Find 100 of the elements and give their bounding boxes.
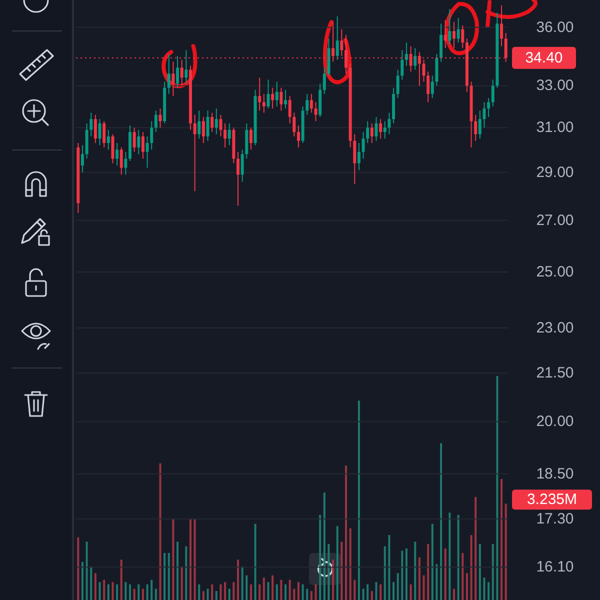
- bar: [297, 582, 300, 600]
- bar: [332, 560, 334, 600]
- bar: [237, 560, 239, 600]
- bar: [310, 591, 312, 600]
- candlestick: [184, 50, 188, 84]
- bar: [246, 575, 248, 600]
- candlestick: [210, 112, 214, 133]
- bar: [120, 560, 122, 600]
- candlestick: [414, 48, 417, 70]
- candlestick: [167, 53, 170, 94]
- bar: [194, 519, 196, 600]
- bar: [258, 584, 261, 600]
- y-tick-label: 20.00: [536, 413, 574, 430]
- bar: [220, 584, 222, 600]
- bar: [241, 566, 244, 600]
- candlestick: [435, 53, 438, 86]
- bar: [112, 582, 114, 600]
- bar: [293, 588, 296, 600]
- bar: [250, 584, 252, 600]
- candlestick: [80, 144, 84, 173]
- candlestick: [400, 50, 404, 80]
- y-tick-label: 21.50: [536, 364, 574, 382]
- candlestick: [132, 127, 136, 152]
- bar: [375, 582, 378, 600]
- ref-line-label: 34.40: [525, 49, 563, 66]
- candlestick: [482, 102, 486, 128]
- bar: [440, 443, 442, 600]
- bar: [262, 578, 265, 600]
- bar: [224, 582, 226, 600]
- candlestick: [236, 151, 240, 206]
- bar: [323, 492, 326, 600]
- bar: [354, 580, 356, 600]
- candlestick: [198, 110, 201, 140]
- bar: [410, 584, 412, 600]
- bar: [349, 528, 352, 600]
- bar: [154, 588, 157, 600]
- y-tick-label: 33.00: [536, 77, 574, 94]
- candlestick: [357, 142, 360, 171]
- bar: [133, 588, 136, 600]
- bar: [496, 376, 498, 600]
- bar: [418, 557, 420, 600]
- bar: [370, 591, 373, 600]
- candlestick: [202, 116, 205, 144]
- bar: [319, 514, 322, 600]
- candlestick: [98, 118, 102, 146]
- bar: [436, 564, 438, 600]
- candlestick: [322, 67, 326, 94]
- candlestick: [461, 25, 464, 49]
- bar: [328, 544, 330, 600]
- bar: [116, 584, 118, 600]
- bar: [457, 514, 460, 600]
- candlestick: [440, 23, 443, 62]
- candlestick: [193, 114, 196, 192]
- candlestick: [116, 142, 119, 166]
- bar: [470, 535, 472, 600]
- candlestick: [306, 93, 309, 116]
- bar: [142, 588, 144, 600]
- bar: [462, 552, 464, 600]
- bar: [405, 548, 408, 600]
- bar: [306, 588, 308, 600]
- candlestick: [452, 21, 456, 49]
- bar: [211, 584, 214, 600]
- bar: [340, 542, 343, 600]
- bar: [180, 566, 183, 600]
- bar: [401, 550, 404, 600]
- bar: [267, 582, 270, 600]
- bar: [453, 588, 455, 600]
- candlestick: [284, 89, 288, 109]
- bar: [150, 580, 153, 600]
- candlestick: [158, 108, 162, 128]
- candlestick: [362, 132, 365, 160]
- bar: [431, 524, 434, 600]
- bar: [215, 591, 218, 600]
- y-tick-label: 17.30: [536, 510, 574, 528]
- candlestick: [474, 114, 478, 142]
- bar: [380, 584, 382, 600]
- bar: [414, 542, 416, 600]
- bar: [280, 580, 282, 600]
- bar: [159, 463, 162, 600]
- candlestick: [176, 55, 180, 88]
- bar: [488, 582, 490, 600]
- candlestick: [444, 19, 447, 49]
- bar: [86, 542, 88, 600]
- candlestick: [214, 108, 218, 135]
- bar: [284, 584, 287, 600]
- candlestick: [426, 71, 430, 103]
- candlestick: [111, 134, 114, 164]
- bar: [483, 578, 486, 600]
- bar: [198, 584, 200, 600]
- candlestick: [370, 122, 374, 144]
- bar: [138, 584, 140, 600]
- bar: [478, 544, 481, 600]
- candlestick: [258, 77, 262, 112]
- bar: [314, 584, 317, 600]
- bar: [185, 546, 188, 600]
- bar: [504, 504, 507, 600]
- text: 3.235M: [526, 491, 578, 508]
- candlestick: [288, 95, 292, 124]
- bar: [288, 580, 291, 600]
- candlestick: [249, 127, 252, 150]
